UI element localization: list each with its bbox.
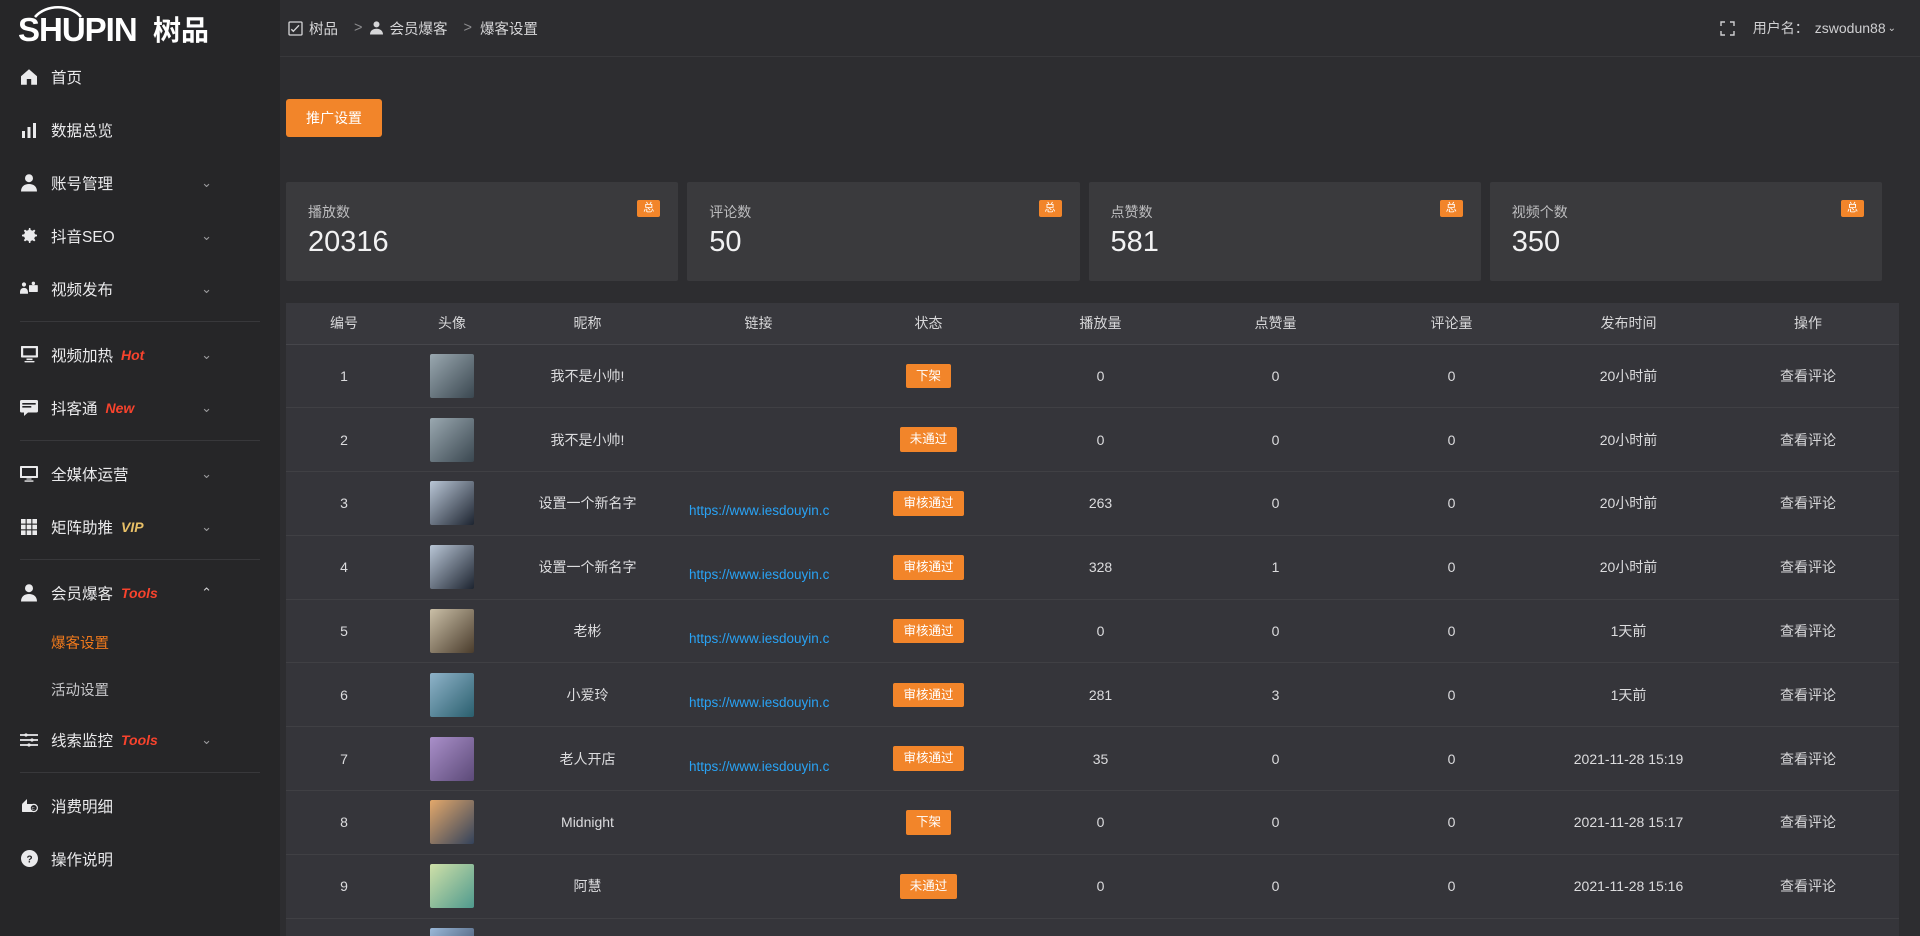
svg-text:C: C: [31, 806, 34, 811]
svg-text:?: ?: [26, 854, 32, 865]
svg-text:SHUPIN: SHUPIN: [18, 11, 137, 48]
svg-text:树品: 树品: [153, 9, 209, 49]
